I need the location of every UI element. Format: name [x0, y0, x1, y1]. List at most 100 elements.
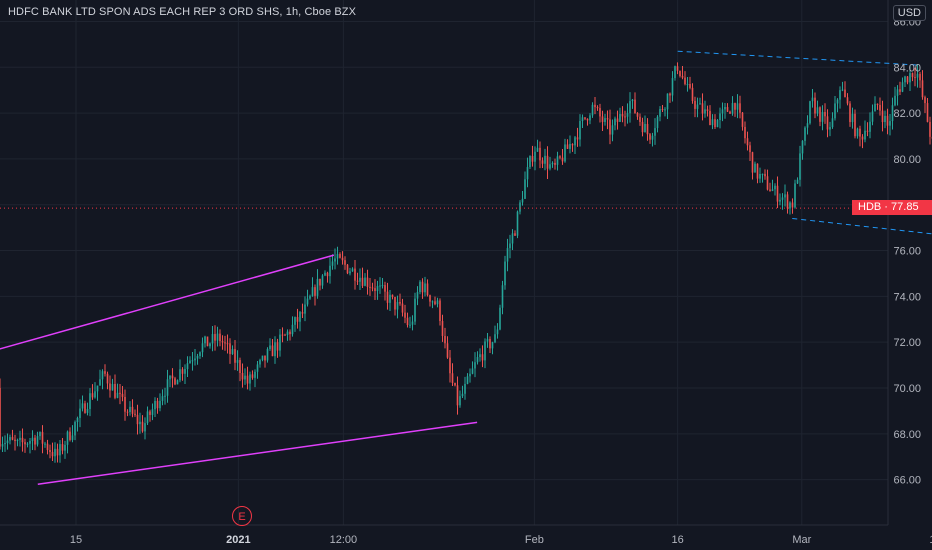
candle-body — [359, 277, 361, 282]
candle-body — [321, 275, 324, 286]
candle-body — [434, 301, 436, 305]
candle-body — [631, 99, 634, 102]
candle-body — [496, 329, 499, 335]
candle-body — [806, 123, 809, 128]
y-tick-label: 68.00 — [893, 429, 921, 441]
candle-body — [924, 97, 926, 104]
candle-body — [316, 278, 319, 296]
candle-body — [899, 89, 901, 92]
candle-body — [46, 443, 49, 451]
candle-body — [801, 140, 804, 154]
candle-body — [574, 137, 576, 146]
candle-body — [724, 107, 726, 110]
candle-body — [834, 103, 836, 119]
candle-body — [371, 287, 374, 289]
candle-body — [796, 179, 799, 184]
candle-body — [466, 376, 469, 384]
candle-body — [299, 312, 301, 322]
candle-body — [684, 77, 686, 85]
candle-body — [914, 77, 916, 79]
candle-body — [86, 408, 89, 413]
candle-body — [571, 143, 574, 146]
candle-body — [671, 78, 674, 96]
candle-body — [789, 202, 791, 209]
candles — [0, 62, 932, 463]
candle-body — [174, 378, 176, 385]
candle-body — [891, 105, 894, 122]
candle-body — [629, 101, 631, 114]
candle-body — [414, 298, 416, 322]
candle-body — [651, 135, 654, 140]
candle-body — [824, 112, 826, 117]
candle-body — [181, 369, 184, 374]
candle-body — [91, 393, 94, 398]
candle-body — [661, 109, 664, 111]
candle-body — [381, 285, 384, 287]
candle-body — [249, 374, 251, 384]
candle-body — [541, 160, 544, 164]
candle-body — [51, 451, 54, 457]
candle-body — [301, 312, 304, 314]
candle-body — [384, 285, 386, 292]
candle-body — [354, 268, 356, 281]
candle-body — [69, 431, 71, 440]
candle-body — [736, 103, 739, 110]
candle-body — [599, 108, 601, 117]
candle-body — [799, 153, 801, 180]
y-tick-label: 80.00 — [893, 154, 921, 166]
candle-body — [231, 349, 234, 355]
candle-body — [9, 437, 11, 441]
y-tick-label: 84.00 — [893, 62, 921, 74]
candle-body — [851, 113, 854, 123]
x-tick-label: 16 — [672, 534, 684, 546]
candle-body — [634, 99, 636, 114]
candle-body — [234, 349, 236, 363]
last-price-badge: HDB · 77.85 — [852, 200, 932, 215]
currency-button[interactable]: USD — [892, 5, 926, 21]
candle-body — [94, 391, 96, 398]
candle-body — [489, 338, 491, 349]
candle-body — [769, 189, 771, 191]
candle-body — [876, 103, 879, 105]
candle-body — [759, 174, 761, 179]
earnings-marker-icon[interactable]: E — [232, 506, 252, 526]
candle-body — [751, 152, 754, 173]
candle-body — [869, 121, 871, 132]
candle-body — [149, 411, 151, 415]
candle-body — [911, 73, 914, 78]
candle-body — [194, 358, 196, 361]
candle-body — [54, 448, 56, 457]
candle-body — [99, 379, 101, 386]
candle-body — [74, 422, 76, 436]
candle-body — [786, 194, 789, 209]
candle-body — [681, 75, 684, 78]
candle-body — [901, 82, 904, 92]
x-tick-label: Mar — [792, 534, 811, 546]
candle-body — [691, 87, 694, 101]
candle-body — [226, 343, 229, 345]
candle-body — [929, 121, 931, 137]
candle-body — [909, 73, 911, 83]
candle-body — [71, 435, 74, 440]
candle-body — [744, 126, 746, 139]
candle-body — [201, 343, 204, 353]
candle-body — [794, 183, 796, 208]
candle-body — [66, 431, 69, 445]
candle-body — [919, 73, 921, 81]
candle-body — [131, 406, 134, 414]
candle-body — [544, 155, 546, 164]
upper-dashed-line — [677, 50, 917, 66]
candle-body — [659, 109, 661, 117]
candle-body — [431, 301, 434, 303]
candle-body — [611, 125, 614, 135]
candle-body — [79, 408, 81, 418]
candle-body — [569, 143, 571, 149]
candle-body — [859, 128, 861, 137]
candle-body — [119, 392, 121, 394]
candle-body — [256, 364, 259, 372]
candle-body — [324, 272, 326, 276]
candle-body — [304, 304, 306, 314]
candle-body — [664, 109, 666, 111]
